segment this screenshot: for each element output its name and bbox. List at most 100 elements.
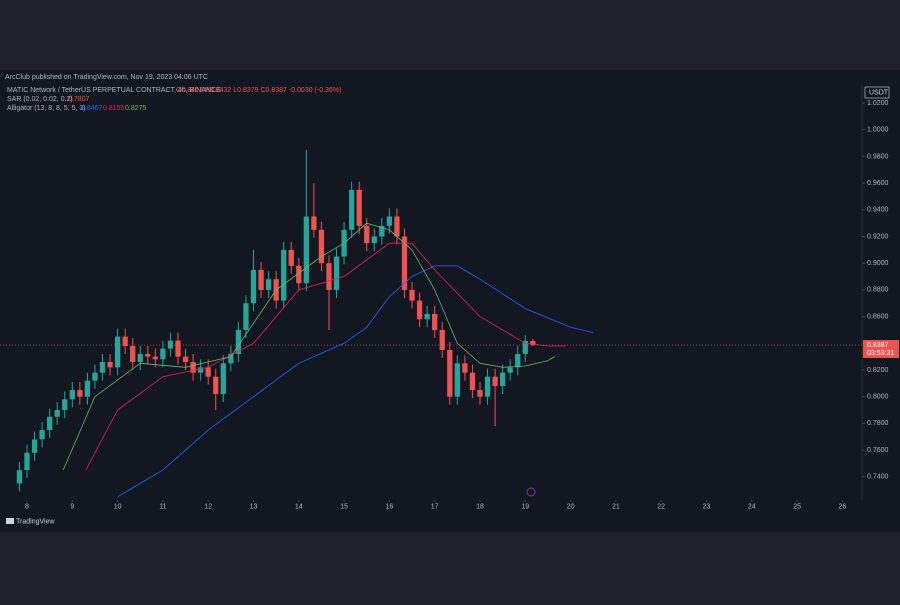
candle-body xyxy=(515,353,521,368)
x-tick-label: 8 xyxy=(25,503,29,510)
candle-body xyxy=(288,249,294,266)
chart-panel xyxy=(0,70,900,532)
x-tick-label: 13 xyxy=(250,503,258,510)
y-tick-label: 1.0000 xyxy=(867,127,889,134)
candle-body xyxy=(371,236,377,244)
price-label: 0.8387 xyxy=(867,342,889,349)
candle-body xyxy=(258,269,264,290)
x-tick-label: 23 xyxy=(703,503,711,510)
candle-body xyxy=(152,356,158,360)
x-tick-label: 11 xyxy=(159,503,166,510)
candle-body xyxy=(356,189,362,226)
candle-body xyxy=(469,372,476,391)
indicator-label: SAR (0.02, 0.02, 0.2) xyxy=(7,96,73,103)
x-tick-label: 22 xyxy=(657,503,665,510)
candle-body xyxy=(416,300,423,320)
indicator-value: 0.8467 xyxy=(81,105,103,112)
candle-body xyxy=(484,376,491,397)
candle-body xyxy=(99,361,106,373)
candle-body xyxy=(507,367,513,373)
x-tick-label: 12 xyxy=(204,503,212,510)
candle-body xyxy=(47,416,53,431)
candle-body xyxy=(499,372,506,387)
candle-body xyxy=(114,336,121,368)
candle-body xyxy=(281,249,287,301)
y-tick-label: 0.7600 xyxy=(867,447,889,454)
x-tick-label: 15 xyxy=(340,503,348,510)
x-tick-label: 20 xyxy=(567,503,575,510)
candle-body xyxy=(167,340,174,349)
candle-body xyxy=(84,380,91,397)
candle-body xyxy=(379,225,385,237)
candle-body xyxy=(107,361,113,368)
candle-body xyxy=(190,361,196,373)
candle-body xyxy=(250,269,257,304)
candle-body xyxy=(477,390,483,397)
y-tick-label: 0.8600 xyxy=(867,313,889,320)
candle-body xyxy=(522,341,528,354)
y-tick-label: 0.9200 xyxy=(867,233,889,240)
candle-body xyxy=(447,349,453,397)
brand: TradingView xyxy=(16,518,55,525)
y-tick-label: 0.8200 xyxy=(867,367,889,374)
event-icon[interactable] xyxy=(526,487,536,497)
candle-body xyxy=(160,348,166,360)
candle-body xyxy=(205,367,211,377)
candle-body xyxy=(349,189,355,230)
header: ArcClub published on TradingView.com, No… xyxy=(5,74,208,81)
currency: USDT xyxy=(869,89,889,96)
x-tick-label: 25 xyxy=(793,503,801,510)
y-tick-label: 1.0200 xyxy=(867,100,889,107)
indicator-value: 0.8275 xyxy=(125,105,147,112)
candle-body xyxy=(424,313,430,320)
candle-body xyxy=(311,216,317,230)
candle-body xyxy=(401,236,408,290)
x-tick-label: 18 xyxy=(476,503,484,510)
candle-body xyxy=(220,363,226,395)
candle-body xyxy=(39,430,45,440)
ohlc-legend: O0.8417 H0.8432 L0.8379 C0.8387 -0.0030 … xyxy=(176,87,341,94)
symbol: MATIC Network / TetherUS PERPETUAL CONTR… xyxy=(7,87,221,94)
candle-body xyxy=(24,452,30,471)
x-tick-label: 24 xyxy=(748,503,756,510)
indicator-label: Alligator (13, 8, 8, 5, 5, 3) xyxy=(7,105,86,112)
candle-body xyxy=(31,439,38,453)
candle-body xyxy=(364,225,370,244)
candle-body xyxy=(439,329,445,350)
candle-body xyxy=(182,356,189,362)
y-tick-label: 0.9000 xyxy=(867,260,889,267)
candle-body xyxy=(213,376,219,395)
candle-body xyxy=(326,263,332,290)
candle-body xyxy=(130,345,136,362)
candle-body xyxy=(77,390,83,397)
candle-body xyxy=(394,216,400,237)
y-tick-label: 0.9400 xyxy=(867,207,889,214)
candle-body xyxy=(462,363,468,373)
candle-body xyxy=(386,216,393,226)
candle-body xyxy=(235,329,242,354)
candle-body xyxy=(243,303,249,330)
x-tick-label: 14 xyxy=(295,503,303,510)
candle-body xyxy=(492,376,498,387)
x-tick-label: 9 xyxy=(70,503,74,510)
candle-body xyxy=(265,279,272,290)
candle-body xyxy=(303,216,309,284)
price-label-box xyxy=(863,340,899,359)
candle-body xyxy=(318,229,325,264)
indicator-value: 0.7807 xyxy=(68,96,90,103)
y-tick-label: 0.9600 xyxy=(867,180,889,187)
candle-body xyxy=(296,265,302,284)
x-tick-label: 16 xyxy=(385,503,393,510)
x-tick-label: 10 xyxy=(114,503,122,510)
candle-body xyxy=(432,313,438,330)
x-tick-label: 21 xyxy=(612,503,620,510)
indicator-value: 0.8155 xyxy=(103,105,125,112)
x-tick-label: 19 xyxy=(521,503,529,510)
candle-body xyxy=(137,353,143,362)
candle-body xyxy=(175,340,181,357)
candle-body xyxy=(454,363,460,397)
y-tick-label: 0.8800 xyxy=(867,287,889,294)
currency-box[interactable] xyxy=(864,86,890,99)
